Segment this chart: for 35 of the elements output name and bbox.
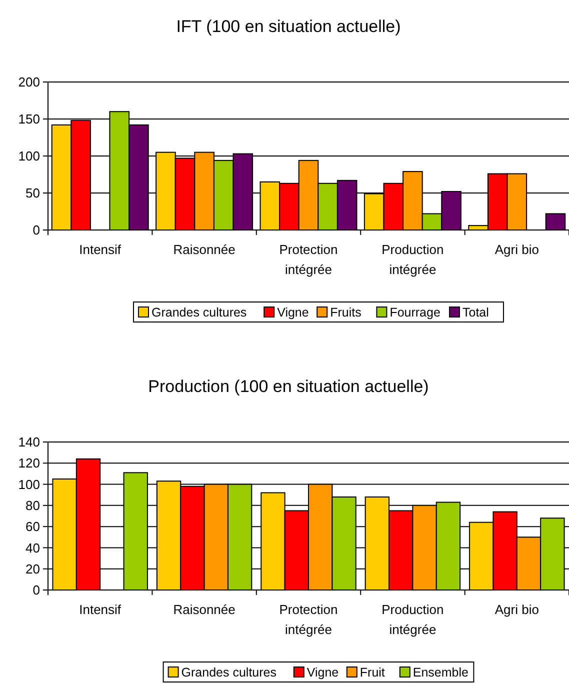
y-tick-label: 100 — [18, 148, 40, 164]
y-tick-label: 150 — [18, 112, 40, 127]
y-tick-label: 120 — [18, 456, 40, 471]
y-tick-label: 40 — [26, 540, 40, 556]
x-tick-label: Intensif — [79, 242, 122, 257]
legend-label: Grandes cultures — [181, 666, 276, 680]
y-tick-label: 80 — [26, 498, 40, 513]
x-tick-label: Raisonnée — [173, 242, 236, 257]
x-tick-label: Raisonnée — [173, 602, 236, 617]
y-tick-label: 0 — [32, 582, 40, 598]
legend-label: Vigne — [306, 666, 339, 680]
y-tick-label: 140 — [18, 434, 40, 450]
x-tick-label: Agri bio — [494, 602, 539, 617]
y-tick-label: 0 — [32, 222, 40, 238]
x-tick-label: Production intégrée — [382, 242, 444, 277]
legend-label: Fruit — [360, 666, 386, 680]
y-tick-label: 200 — [18, 74, 40, 90]
chart-title: IFT (100 en situation actuelle) — [176, 17, 401, 36]
chart-title: Production (100 en situation actuelle) — [148, 377, 429, 396]
x-tick-label: Agri bio — [494, 242, 539, 257]
legend-label: Grandes cultures — [152, 306, 247, 320]
x-tick-label: Production intégrée — [382, 602, 444, 637]
legend-label: Vigne — [277, 306, 309, 320]
x-tick-label: Protection intégrée — [279, 242, 338, 277]
y-tick-label: 100 — [18, 476, 40, 492]
bar — [545, 213, 566, 230]
legend-label: Total — [462, 306, 489, 320]
legend-label: Fourrage — [390, 306, 440, 320]
y-tick-label: 60 — [26, 519, 40, 534]
x-tick-label: Protection intégrée — [279, 602, 338, 637]
y-tick-label: 50 — [26, 186, 40, 201]
legend-label: Fruits — [330, 306, 362, 320]
y-tick-label: 20 — [26, 561, 40, 576]
legend-label: Ensemble — [412, 666, 469, 680]
x-tick-label: Intensif — [79, 602, 122, 617]
